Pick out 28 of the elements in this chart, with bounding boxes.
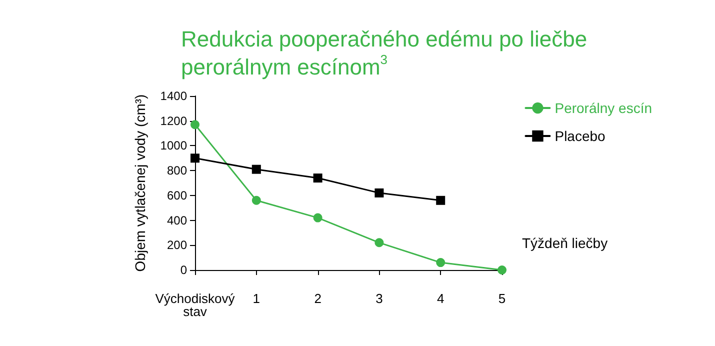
x-tick-label: Východiskový stav (155, 291, 236, 319)
x-tick-label: 3 (376, 291, 383, 306)
y-tick-label: 600 (166, 188, 188, 202)
y-tick-label: 1400 (160, 89, 188, 103)
point (374, 238, 384, 248)
point (252, 196, 261, 205)
x-tick-label: 5 (498, 291, 506, 306)
point (374, 188, 384, 198)
point (190, 154, 200, 163)
x-tick-label: 1 (252, 291, 260, 306)
point (313, 213, 322, 222)
point (190, 120, 200, 130)
y-tick-label: 1000 (160, 138, 188, 153)
point (436, 258, 446, 268)
y-tick-label: 200 (166, 238, 188, 252)
point (252, 164, 261, 174)
y-tick-label: 0 (180, 263, 188, 277)
point (436, 196, 446, 205)
legend-label: Perorálny escín (554, 100, 652, 116)
y-tick-label: 1200 (160, 114, 188, 128)
x-tick-label: 4 (436, 291, 444, 306)
y-axis-title: Objem vytlačenej vody (cm³) (132, 94, 148, 272)
legend-label: Placebo (554, 128, 606, 144)
point (313, 174, 322, 183)
x-axis-title: Týždeň liečby (522, 235, 608, 251)
y-tick-label: 800 (166, 164, 188, 178)
y-tick-label: 400 (166, 213, 188, 228)
x-tick-label: 2 (314, 291, 322, 306)
